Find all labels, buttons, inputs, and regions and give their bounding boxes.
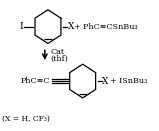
Text: (X = H, CF₃): (X = H, CF₃) [2,115,50,123]
Text: Cat: Cat [50,48,64,56]
Text: I: I [19,22,23,31]
Text: (thf): (thf) [50,54,68,62]
Text: PhC≡C: PhC≡C [21,77,50,85]
Text: X: X [68,22,74,31]
Text: + PhC≡CSnBu₃: + PhC≡CSnBu₃ [74,23,138,31]
Text: + ISnBu₃: + ISnBu₃ [110,77,148,85]
Text: X: X [102,77,109,86]
